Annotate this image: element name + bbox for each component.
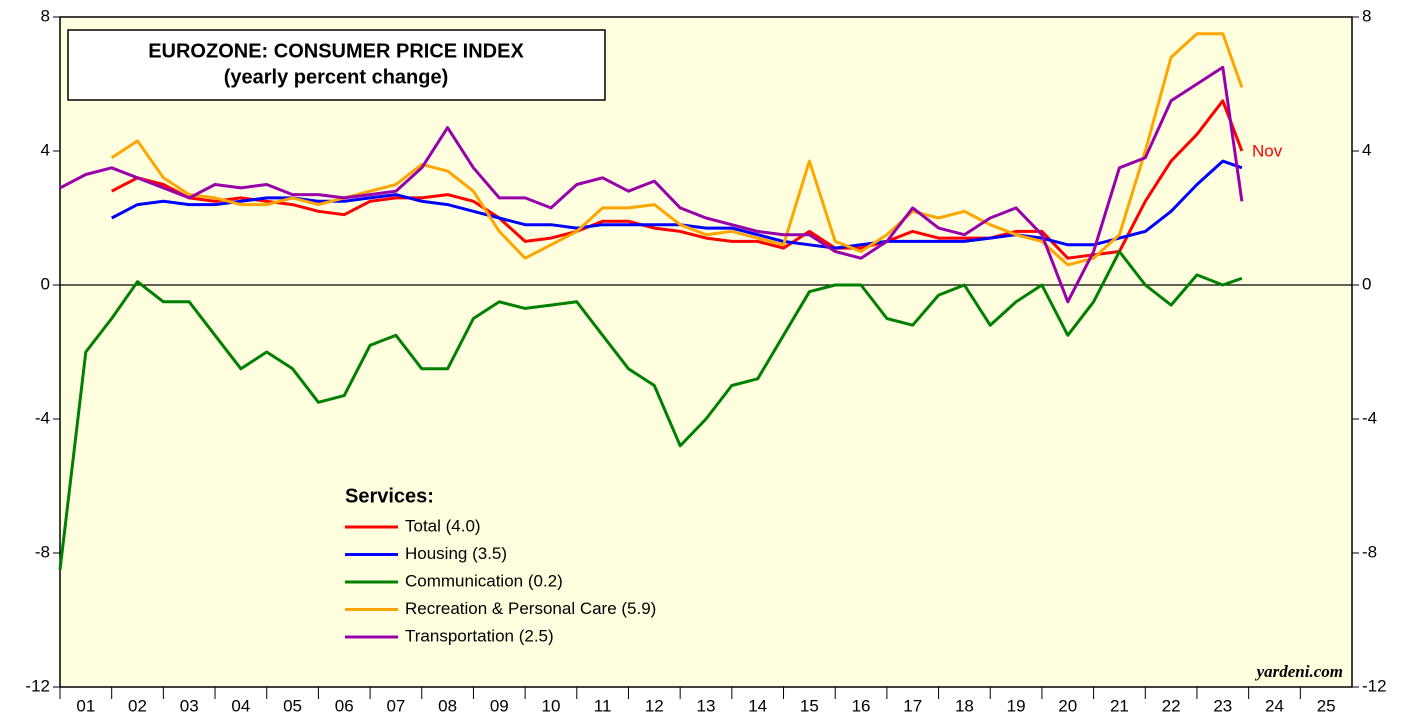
x-tick-label: 20 <box>1058 696 1077 715</box>
plot-area <box>59 16 1353 688</box>
x-tick-label: 23 <box>1213 696 1232 715</box>
y2-tick-label: 0 <box>1362 274 1371 293</box>
x-tick-label: 06 <box>335 696 354 715</box>
legend-label: Housing (3.5) <box>405 544 507 563</box>
x-tick-label: 16 <box>852 696 871 715</box>
x-tick-label: 24 <box>1265 696 1284 715</box>
y2-tick-label: -12 <box>1362 676 1387 695</box>
x-tick-label: 02 <box>128 696 147 715</box>
y-tick-label: -8 <box>35 542 50 561</box>
series-line <box>58 250 1243 570</box>
series-line <box>59 65 1244 304</box>
x-tick-label: 04 <box>231 696 250 715</box>
x-tick-label: 12 <box>645 696 664 715</box>
annotation: Nov <box>1252 141 1283 160</box>
chart-subtitle: (yearly percent change) <box>224 66 449 88</box>
legend-title: Services: <box>345 485 434 507</box>
source: yardeni.com <box>1255 662 1343 681</box>
x-tick-label: 13 <box>697 696 716 715</box>
y2-tick-label: 4 <box>1362 140 1371 159</box>
legend-label: Communication (0.2) <box>405 571 563 590</box>
y-tick-label: 8 <box>41 6 50 25</box>
x-tick-label: 18 <box>955 696 974 715</box>
legend-label: Total (4.0) <box>405 516 481 535</box>
y2-tick-label: -4 <box>1362 408 1377 427</box>
x-tick-label: 09 <box>490 696 509 715</box>
x-tick-label: 10 <box>541 696 560 715</box>
legend-label: Transportation (2.5) <box>405 626 554 645</box>
x-tick-label: 08 <box>438 696 457 715</box>
x-tick-label: 25 <box>1317 696 1336 715</box>
y2-tick-label: -8 <box>1362 542 1377 561</box>
y2-tick-label: 8 <box>1362 6 1371 25</box>
series-line <box>111 99 1244 260</box>
x-tick-label: 19 <box>1007 696 1026 715</box>
y-tick-label: 4 <box>41 140 50 159</box>
x-tick-label: 17 <box>903 696 922 715</box>
x-tick-label: 07 <box>386 696 405 715</box>
x-tick-label: 01 <box>76 696 95 715</box>
y-tick-label: -4 <box>35 408 50 427</box>
x-tick-label: 03 <box>180 696 199 715</box>
x-tick-label: 15 <box>800 696 819 715</box>
x-tick-label: 05 <box>283 696 302 715</box>
title-box <box>67 29 606 101</box>
chart-title: EUROZONE: CONSUMER PRICE INDEX <box>148 40 524 62</box>
x-tick-label: 22 <box>1162 696 1181 715</box>
series-line <box>110 32 1244 267</box>
x-tick-label: 11 <box>594 696 612 715</box>
x-tick-label: 14 <box>748 696 767 715</box>
x-tick-label: 21 <box>1110 696 1129 715</box>
legend-label: Recreation & Personal Care (5.9) <box>405 599 656 618</box>
y-tick-label: 0 <box>41 274 50 293</box>
y-tick-label: -12 <box>25 676 50 695</box>
